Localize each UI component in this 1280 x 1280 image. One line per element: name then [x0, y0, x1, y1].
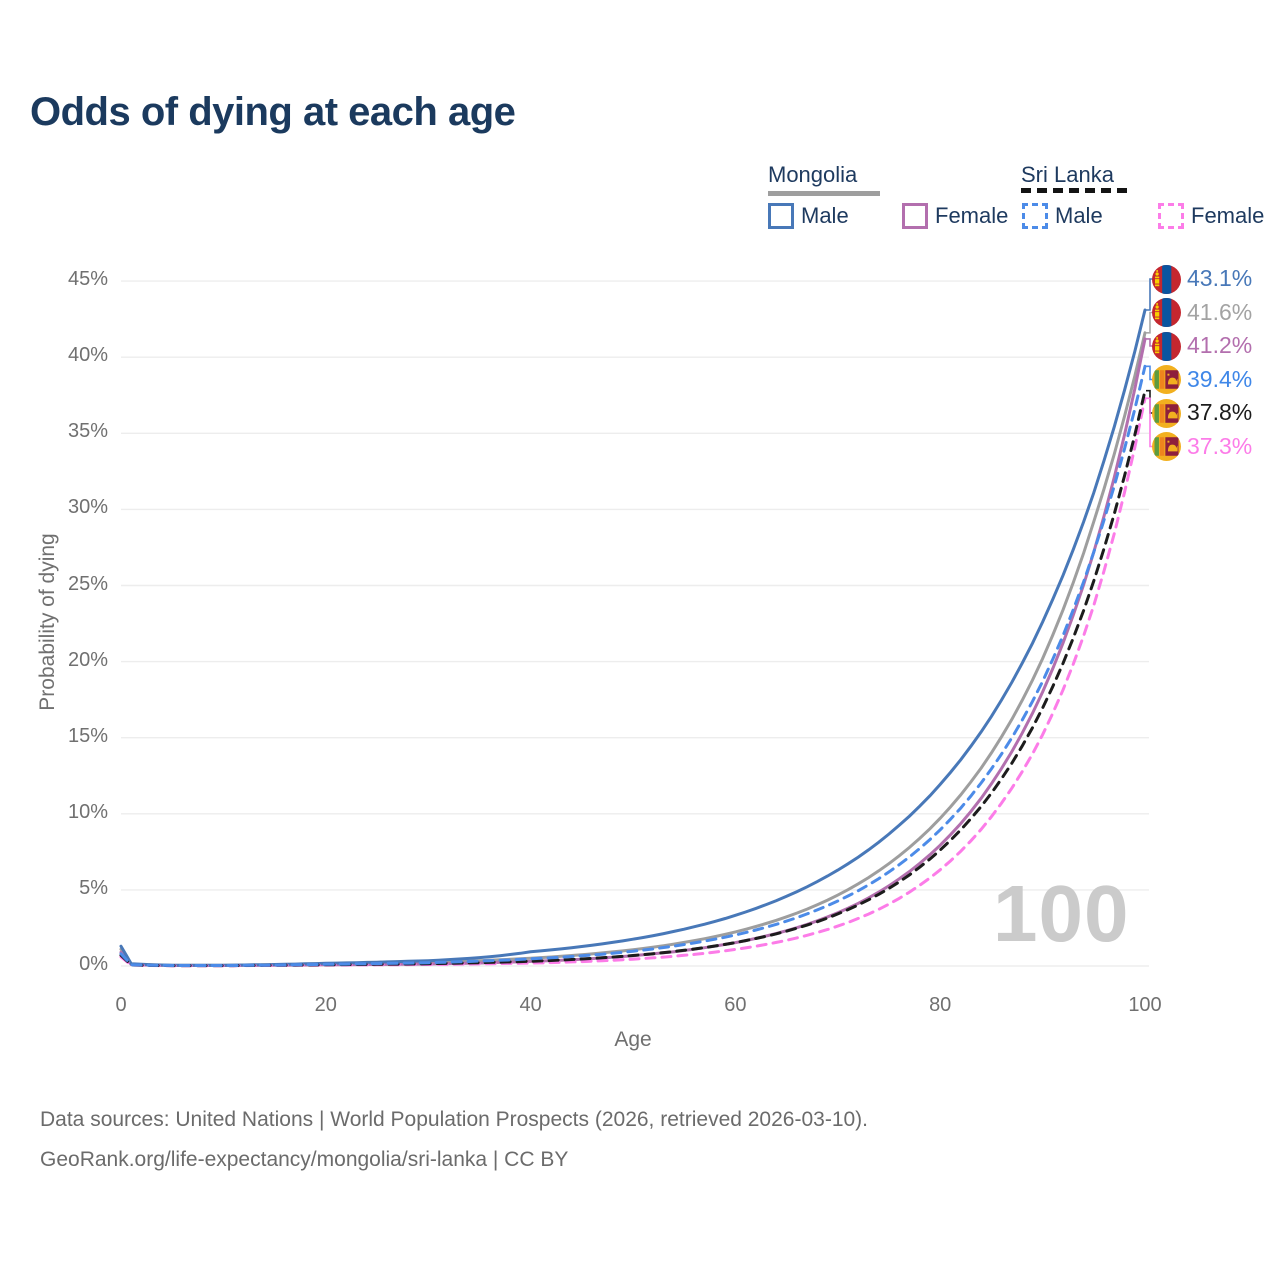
legend-toggle-srilanka-female[interactable]: Female: [1158, 203, 1264, 229]
x-tick-label: 20: [314, 994, 337, 1016]
series-line-sri-lanka-both: [119, 389, 1147, 968]
series-line-mongolia-male: [119, 308, 1147, 967]
sri-lanka-flag-icon: [1152, 365, 1181, 394]
end-value-label-mongolia-male: 43.1%: [1187, 265, 1253, 291]
end-value-label-sri-lanka-both: 37.8%: [1187, 399, 1253, 425]
legend-label: Female: [1191, 203, 1265, 228]
x-tick-label: 40: [519, 994, 542, 1016]
mongolia-male-swatch-icon: [768, 203, 794, 229]
legend-toggle-mongolia-male[interactable]: Male: [768, 203, 849, 229]
end-value-label-mongolia-female: 41.2%: [1187, 332, 1253, 358]
age-watermark: 100: [993, 869, 1130, 958]
series-line-mongolia-female: [119, 337, 1147, 967]
series-line-mongolia-both: [119, 331, 1147, 967]
mongolia-line-style-sample: [768, 191, 880, 196]
series-line-sri-lanka-male: [119, 364, 1147, 967]
y-tick-label: 30%: [67, 496, 108, 519]
srilanka-female-swatch-icon: [1158, 203, 1184, 229]
x-tick-label: 100: [1128, 994, 1162, 1016]
y-tick-label: 10%: [67, 800, 108, 823]
x-tick-label: 60: [724, 994, 747, 1016]
y-tick-label: 20%: [67, 648, 108, 671]
mongolia-flag-icon: [1152, 331, 1181, 361]
mongolia-flag-icon: [1152, 264, 1181, 294]
y-tick-label: 15%: [67, 724, 108, 747]
y-axis-title: Probability of dying: [36, 533, 59, 711]
sri-lanka-flag-icon: [1152, 432, 1181, 461]
legend-toggle-mongolia-female[interactable]: Female: [902, 203, 1008, 229]
end-value-label-sri-lanka-female: 37.3%: [1187, 432, 1253, 459]
y-tick-label: 25%: [67, 572, 108, 595]
legend-label: Male: [1055, 203, 1103, 228]
footer-data-sources: Data sources: United Nations | World Pop…: [40, 1108, 869, 1131]
x-axis-title: Age: [614, 1028, 652, 1051]
x-tick-label: 0: [115, 994, 127, 1016]
legend-label: Female: [935, 203, 1009, 228]
mongolia-flag-icon: [1152, 298, 1181, 327]
y-tick-label: 40%: [67, 344, 108, 367]
sri-lanka-flag-icon: [1152, 398, 1181, 428]
legend-toggle-srilanka-male[interactable]: Male: [1022, 203, 1103, 229]
page-title: Odds of dying at each age: [30, 90, 516, 134]
x-tick-label: 80: [929, 994, 952, 1016]
legend-label: Male: [801, 203, 849, 228]
mongolia-female-swatch-icon: [902, 203, 928, 229]
y-tick-label: 0%: [79, 953, 108, 975]
series-line-sri-lanka-female: [119, 396, 1147, 968]
end-value-label-mongolia-both: 41.6%: [1187, 298, 1253, 325]
srilanka-line-style-sample: [1021, 188, 1127, 193]
srilanka-male-swatch-icon: [1022, 203, 1048, 229]
y-tick-label: 5%: [79, 876, 108, 899]
legend-group-mongolia-label: Mongolia: [768, 162, 858, 187]
footer-attribution: GeoRank.org/life-expectancy/mongolia/sri…: [40, 1148, 569, 1171]
end-value-label-sri-lanka-male: 39.4%: [1187, 365, 1253, 392]
legend-group-srilanka-label: Sri Lanka: [1021, 162, 1114, 187]
y-tick-label: 45%: [67, 268, 108, 291]
y-tick-label: 35%: [67, 420, 108, 443]
